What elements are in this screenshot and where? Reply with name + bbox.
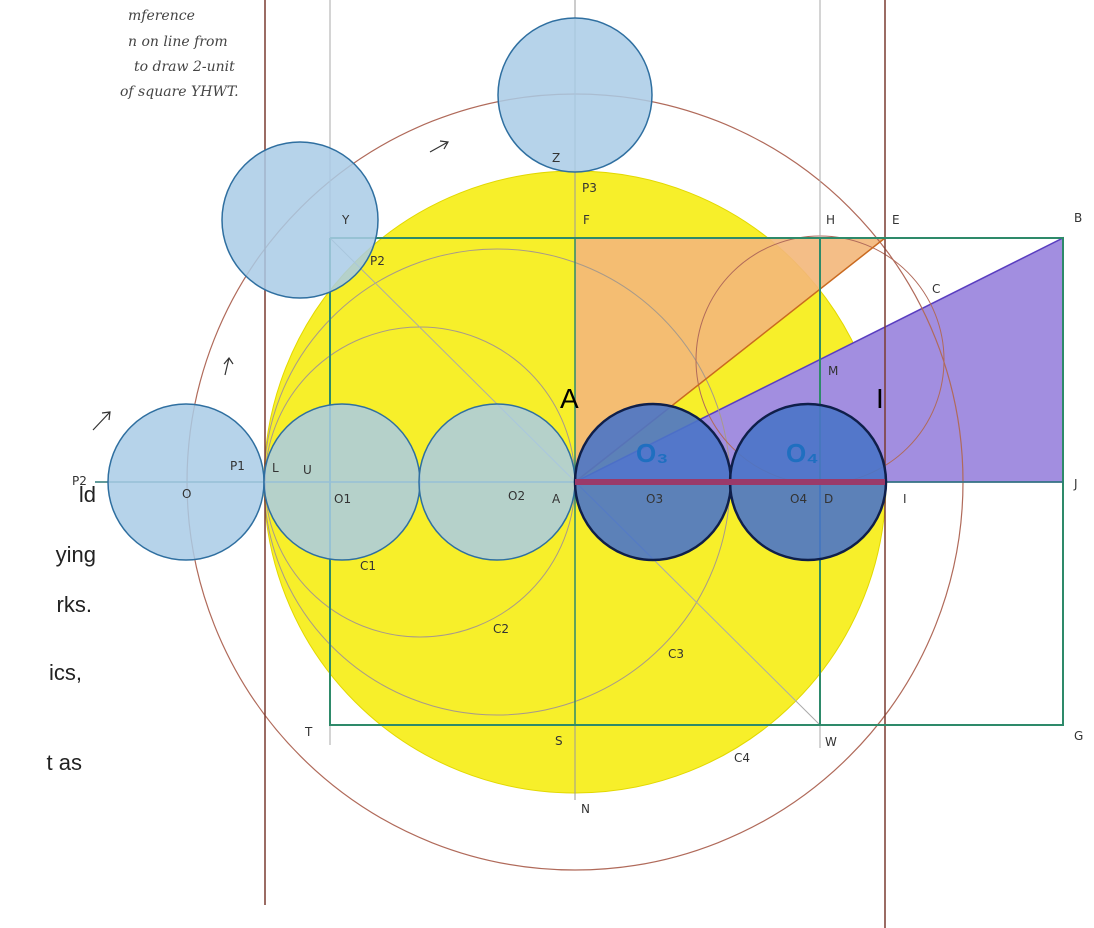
point-label: P1 [230,459,245,473]
side-text: rks. [57,592,92,617]
point-label: I [903,492,907,506]
big-label: A [560,383,579,414]
point-label: Y [341,213,350,227]
arrow [92,411,111,431]
note-line: to draw 2-unit [134,59,235,75]
big-label: I [876,383,884,414]
arrows [92,140,449,431]
note-line: mference [128,8,195,24]
point-label: Z [552,151,560,165]
point-label: F [583,213,590,227]
point-label: O4 [790,492,807,506]
circle-z [497,17,653,173]
point-label: E [892,213,900,227]
point-label: H [826,213,835,227]
point-label: P2 [370,254,385,268]
circle-o2 [418,403,576,561]
point-label: C4 [734,751,750,765]
point-label: S [555,734,563,748]
arrow [429,140,449,153]
note-line: n on line from [128,34,228,50]
center-label: O₄ [786,438,819,468]
point-label: B [1074,211,1082,225]
point-label: O2 [508,489,525,503]
point-label: W [825,735,837,749]
point-label: M [828,364,838,378]
point-label: O3 [646,492,663,506]
point-label: U [303,463,312,477]
side-text: ics, [49,660,82,685]
point-label: N [581,802,590,816]
point-label: L [272,461,279,475]
circle-y [221,141,379,299]
point-label: C1 [360,559,376,573]
point-label: O1 [334,492,351,506]
point-label: P3 [582,181,597,195]
point-label: P2 [72,474,87,488]
circle-o [107,403,265,561]
blue-circles [107,17,653,561]
note-line: of square YHWT. [120,84,239,100]
point-label: A [552,492,561,506]
point-label: C3 [668,647,684,661]
point-label: G [1074,729,1083,743]
circle-o1 [263,403,421,561]
point-label: C [932,282,940,296]
center-label: O₃ [636,438,668,468]
arrow [223,356,234,376]
side-text: ld [79,482,96,507]
point-label: O [182,487,191,501]
square-yhwt [329,237,1064,726]
point-label: J [1073,477,1078,491]
point-label: T [304,725,313,739]
side-text: t as [47,750,82,775]
point-label: C2 [493,622,509,636]
side-text: ying [56,542,96,567]
point-label: D [824,492,833,506]
